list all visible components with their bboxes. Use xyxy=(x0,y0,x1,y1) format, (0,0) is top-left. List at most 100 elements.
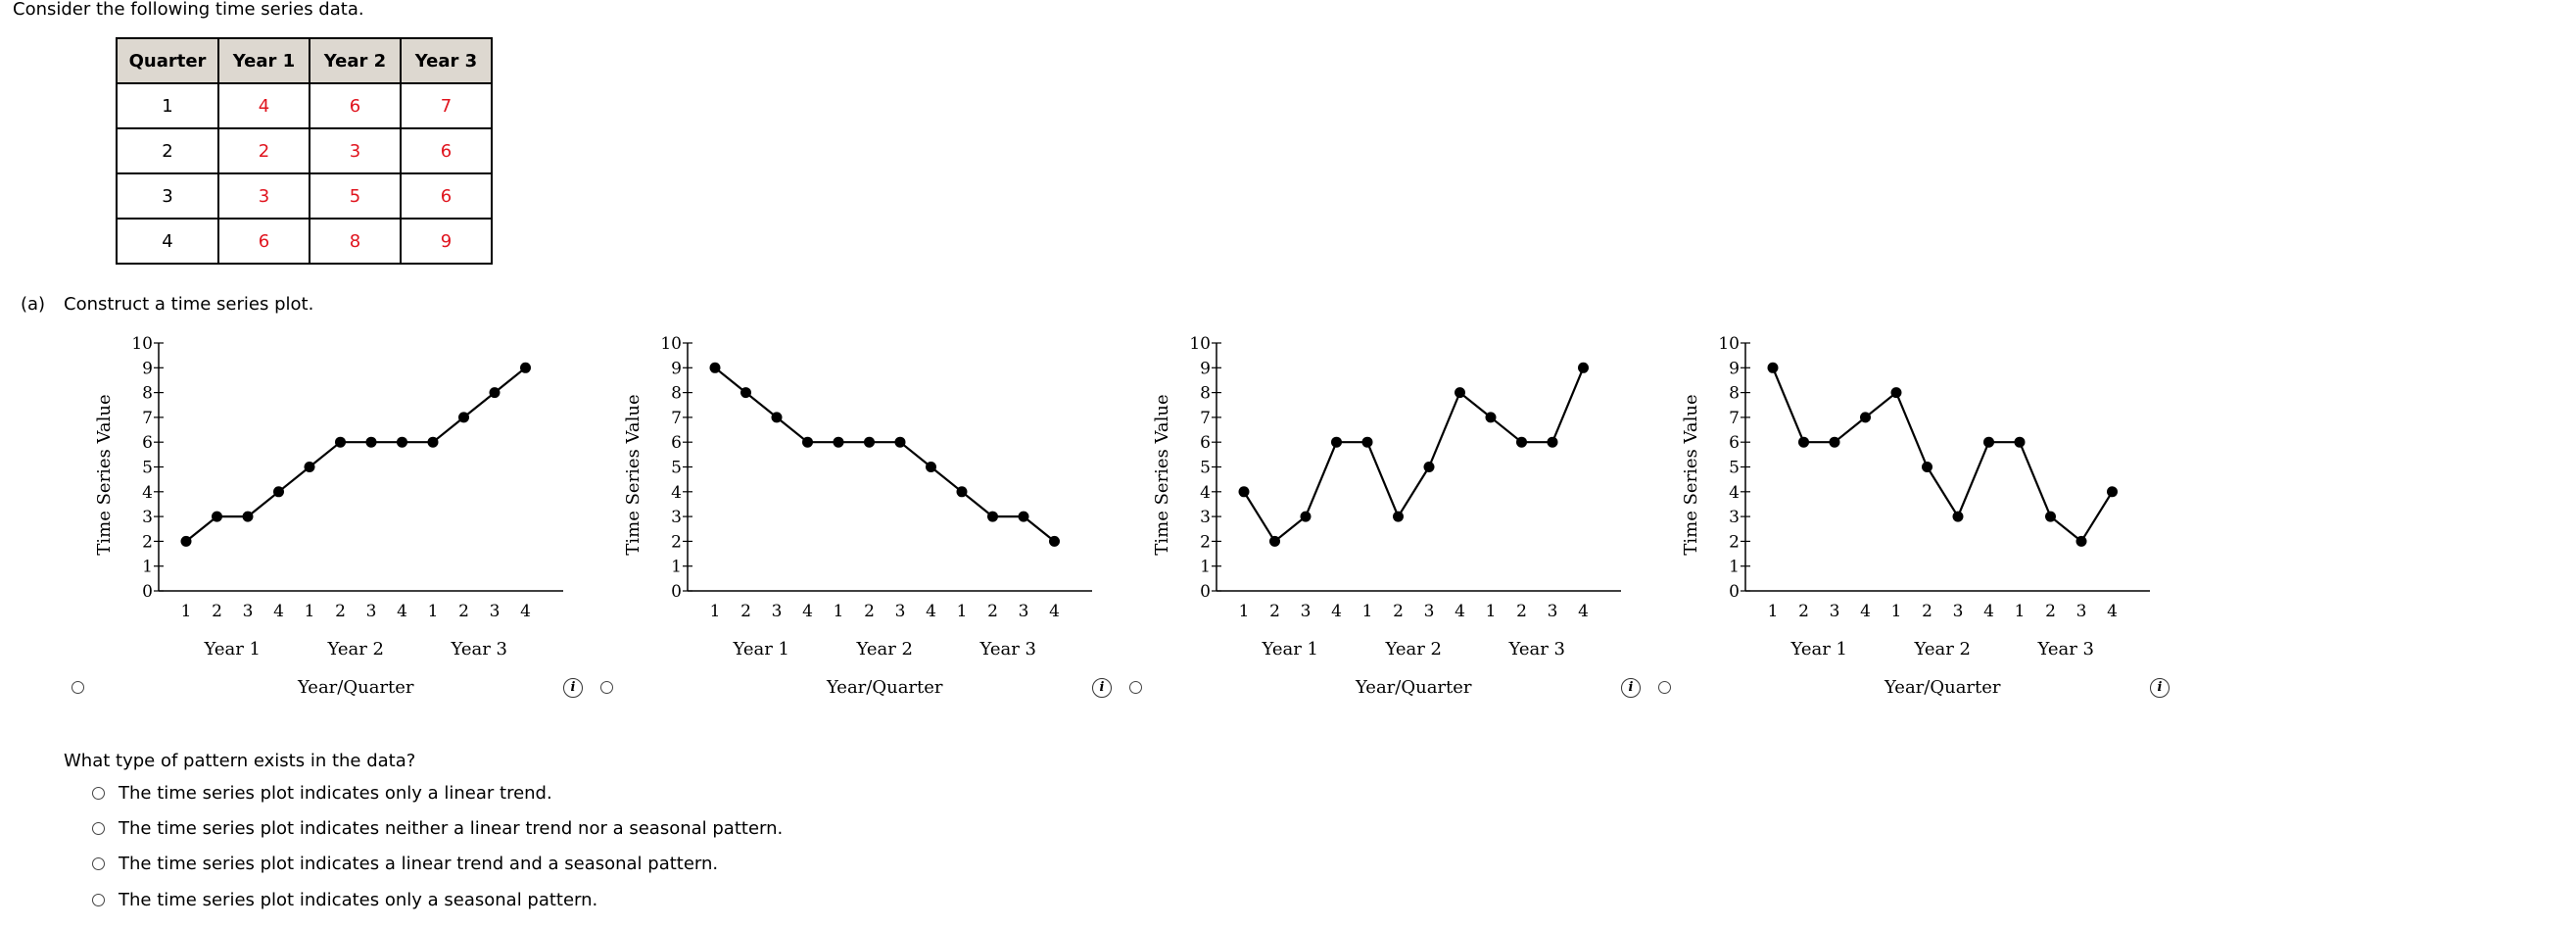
table-cell: 3 xyxy=(217,172,310,220)
data-point xyxy=(1578,362,1589,373)
x-tick-label: 2 xyxy=(1516,602,1527,621)
pattern-option-radio[interactable] xyxy=(92,822,105,835)
pattern-option[interactable]: The time series plot indicates a linear … xyxy=(92,854,718,874)
y-tick-label: 3 xyxy=(142,508,153,527)
part-a-heading: (a) Construct a time series plot. xyxy=(21,294,313,315)
x-tick-label: 3 xyxy=(1019,602,1029,621)
pattern-option-radio[interactable] xyxy=(92,787,105,800)
x-tick-label: 1 xyxy=(2015,602,2026,621)
data-point xyxy=(1049,535,1060,547)
x-tick-label: 2 xyxy=(212,602,222,621)
plot-option-4-radio[interactable] xyxy=(1658,681,1671,694)
data-point xyxy=(1269,535,1280,547)
data-point xyxy=(1018,511,1029,522)
pattern-option-radio[interactable] xyxy=(92,857,105,870)
data-point xyxy=(1238,486,1250,498)
year-label: Year 1 xyxy=(204,639,261,660)
x-tick-label: 4 xyxy=(1455,602,1465,621)
table-row: 2 2 3 6 xyxy=(116,127,493,174)
data-point xyxy=(1860,412,1871,423)
info-icon[interactable]: i xyxy=(1092,678,1112,698)
part-a-label: (a) xyxy=(21,294,46,315)
y-tick-label: 8 xyxy=(1729,384,1740,404)
y-tick-label: 9 xyxy=(1729,359,1740,378)
data-point xyxy=(802,436,813,448)
x-axis-label: Year/Quarter xyxy=(826,677,943,698)
x-tick-label: 1 xyxy=(1891,602,1902,621)
data-point xyxy=(1393,511,1404,522)
table-cell: 6 xyxy=(217,218,310,265)
x-axis-label: Year/Quarter xyxy=(297,677,414,698)
pattern-option-label: The time series plot indicates a linear … xyxy=(119,854,719,874)
data-point xyxy=(2107,486,2118,498)
y-axis-label: Time Series Value xyxy=(1681,394,1701,555)
y-tick-label: 6 xyxy=(1729,433,1740,453)
x-tick-label: 3 xyxy=(1953,602,1964,621)
plot-option-2-radio[interactable] xyxy=(600,681,613,694)
series-line xyxy=(185,367,527,543)
table-cell: 7 xyxy=(400,82,493,129)
x-tick-label: 2 xyxy=(1798,602,1809,621)
x-tick-label: 2 xyxy=(740,602,751,621)
data-point xyxy=(1798,436,1809,448)
y-tick-label: 1 xyxy=(1200,558,1211,577)
year-label: Year 3 xyxy=(451,639,507,660)
x-tick-label: 2 xyxy=(1922,602,1932,621)
y-tick-label: 5 xyxy=(671,459,682,478)
x-tick-label: 4 xyxy=(520,602,531,621)
y-tick-label: 0 xyxy=(671,582,682,602)
info-icon[interactable]: i xyxy=(563,678,583,698)
table-header: Year 3 xyxy=(400,37,493,84)
y-tick-label: 4 xyxy=(671,483,682,503)
pattern-option[interactable]: The time series plot indicates only a li… xyxy=(92,783,552,804)
plot-option-3-radio[interactable] xyxy=(1129,681,1142,694)
year-label: Year 2 xyxy=(1385,639,1442,660)
pattern-option-radio[interactable] xyxy=(92,894,105,906)
data-point xyxy=(833,436,844,448)
time-series-table: Quarter Year 1 Year 2 Year 3 1 4 6 7 2 2… xyxy=(116,37,493,265)
x-axis-label: Year/Quarter xyxy=(1884,677,2001,698)
y-tick-label: 8 xyxy=(671,384,682,404)
y-tick-label: 2 xyxy=(671,532,682,552)
table-cell: 6 xyxy=(400,127,493,174)
y-tick-label: 3 xyxy=(1200,508,1211,527)
table-row: 1 4 6 7 xyxy=(116,82,493,129)
y-tick-label: 0 xyxy=(1200,582,1211,602)
plot-option-1-radio[interactable] xyxy=(72,681,84,694)
y-tick-label: 8 xyxy=(142,384,153,404)
data-point xyxy=(926,462,936,472)
x-tick-label: 3 xyxy=(490,602,501,621)
data-point xyxy=(397,436,407,448)
data-point xyxy=(458,412,469,423)
x-tick-label: 3 xyxy=(1301,602,1312,621)
y-tick-label: 5 xyxy=(142,459,153,478)
x-tick-label: 2 xyxy=(2045,602,2056,621)
pattern-option[interactable]: The time series plot indicates only a se… xyxy=(92,890,597,910)
x-tick-label: 1 xyxy=(305,602,315,621)
info-icon[interactable]: i xyxy=(2150,678,2170,698)
year-label: Year 3 xyxy=(2037,639,2094,660)
info-icon[interactable]: i xyxy=(1621,678,1641,698)
y-tick-label: 3 xyxy=(1729,508,1740,527)
pattern-option[interactable]: The time series plot indicates neither a… xyxy=(92,818,783,839)
x-tick-label: 3 xyxy=(772,602,783,621)
table-cell: 5 xyxy=(309,172,402,220)
y-tick-label: 2 xyxy=(1729,532,1740,552)
data-point xyxy=(304,462,315,472)
table-cell: 6 xyxy=(309,82,402,129)
data-point xyxy=(212,511,222,522)
table-cell: 8 xyxy=(309,218,402,265)
pattern-question: What type of pattern exists in the data? xyxy=(64,751,416,771)
x-tick-label: 2 xyxy=(1269,602,1280,621)
x-tick-label: 4 xyxy=(397,602,407,621)
data-point xyxy=(1890,387,1902,399)
data-point xyxy=(1767,362,1779,373)
y-tick-label: 10 xyxy=(1718,334,1740,354)
data-point xyxy=(740,387,751,399)
year-label: Year 3 xyxy=(979,639,1036,660)
x-tick-label: 1 xyxy=(957,602,968,621)
data-point xyxy=(242,511,254,522)
part-a-text: Construct a time series plot. xyxy=(64,294,314,315)
y-tick-label: 9 xyxy=(671,359,682,378)
